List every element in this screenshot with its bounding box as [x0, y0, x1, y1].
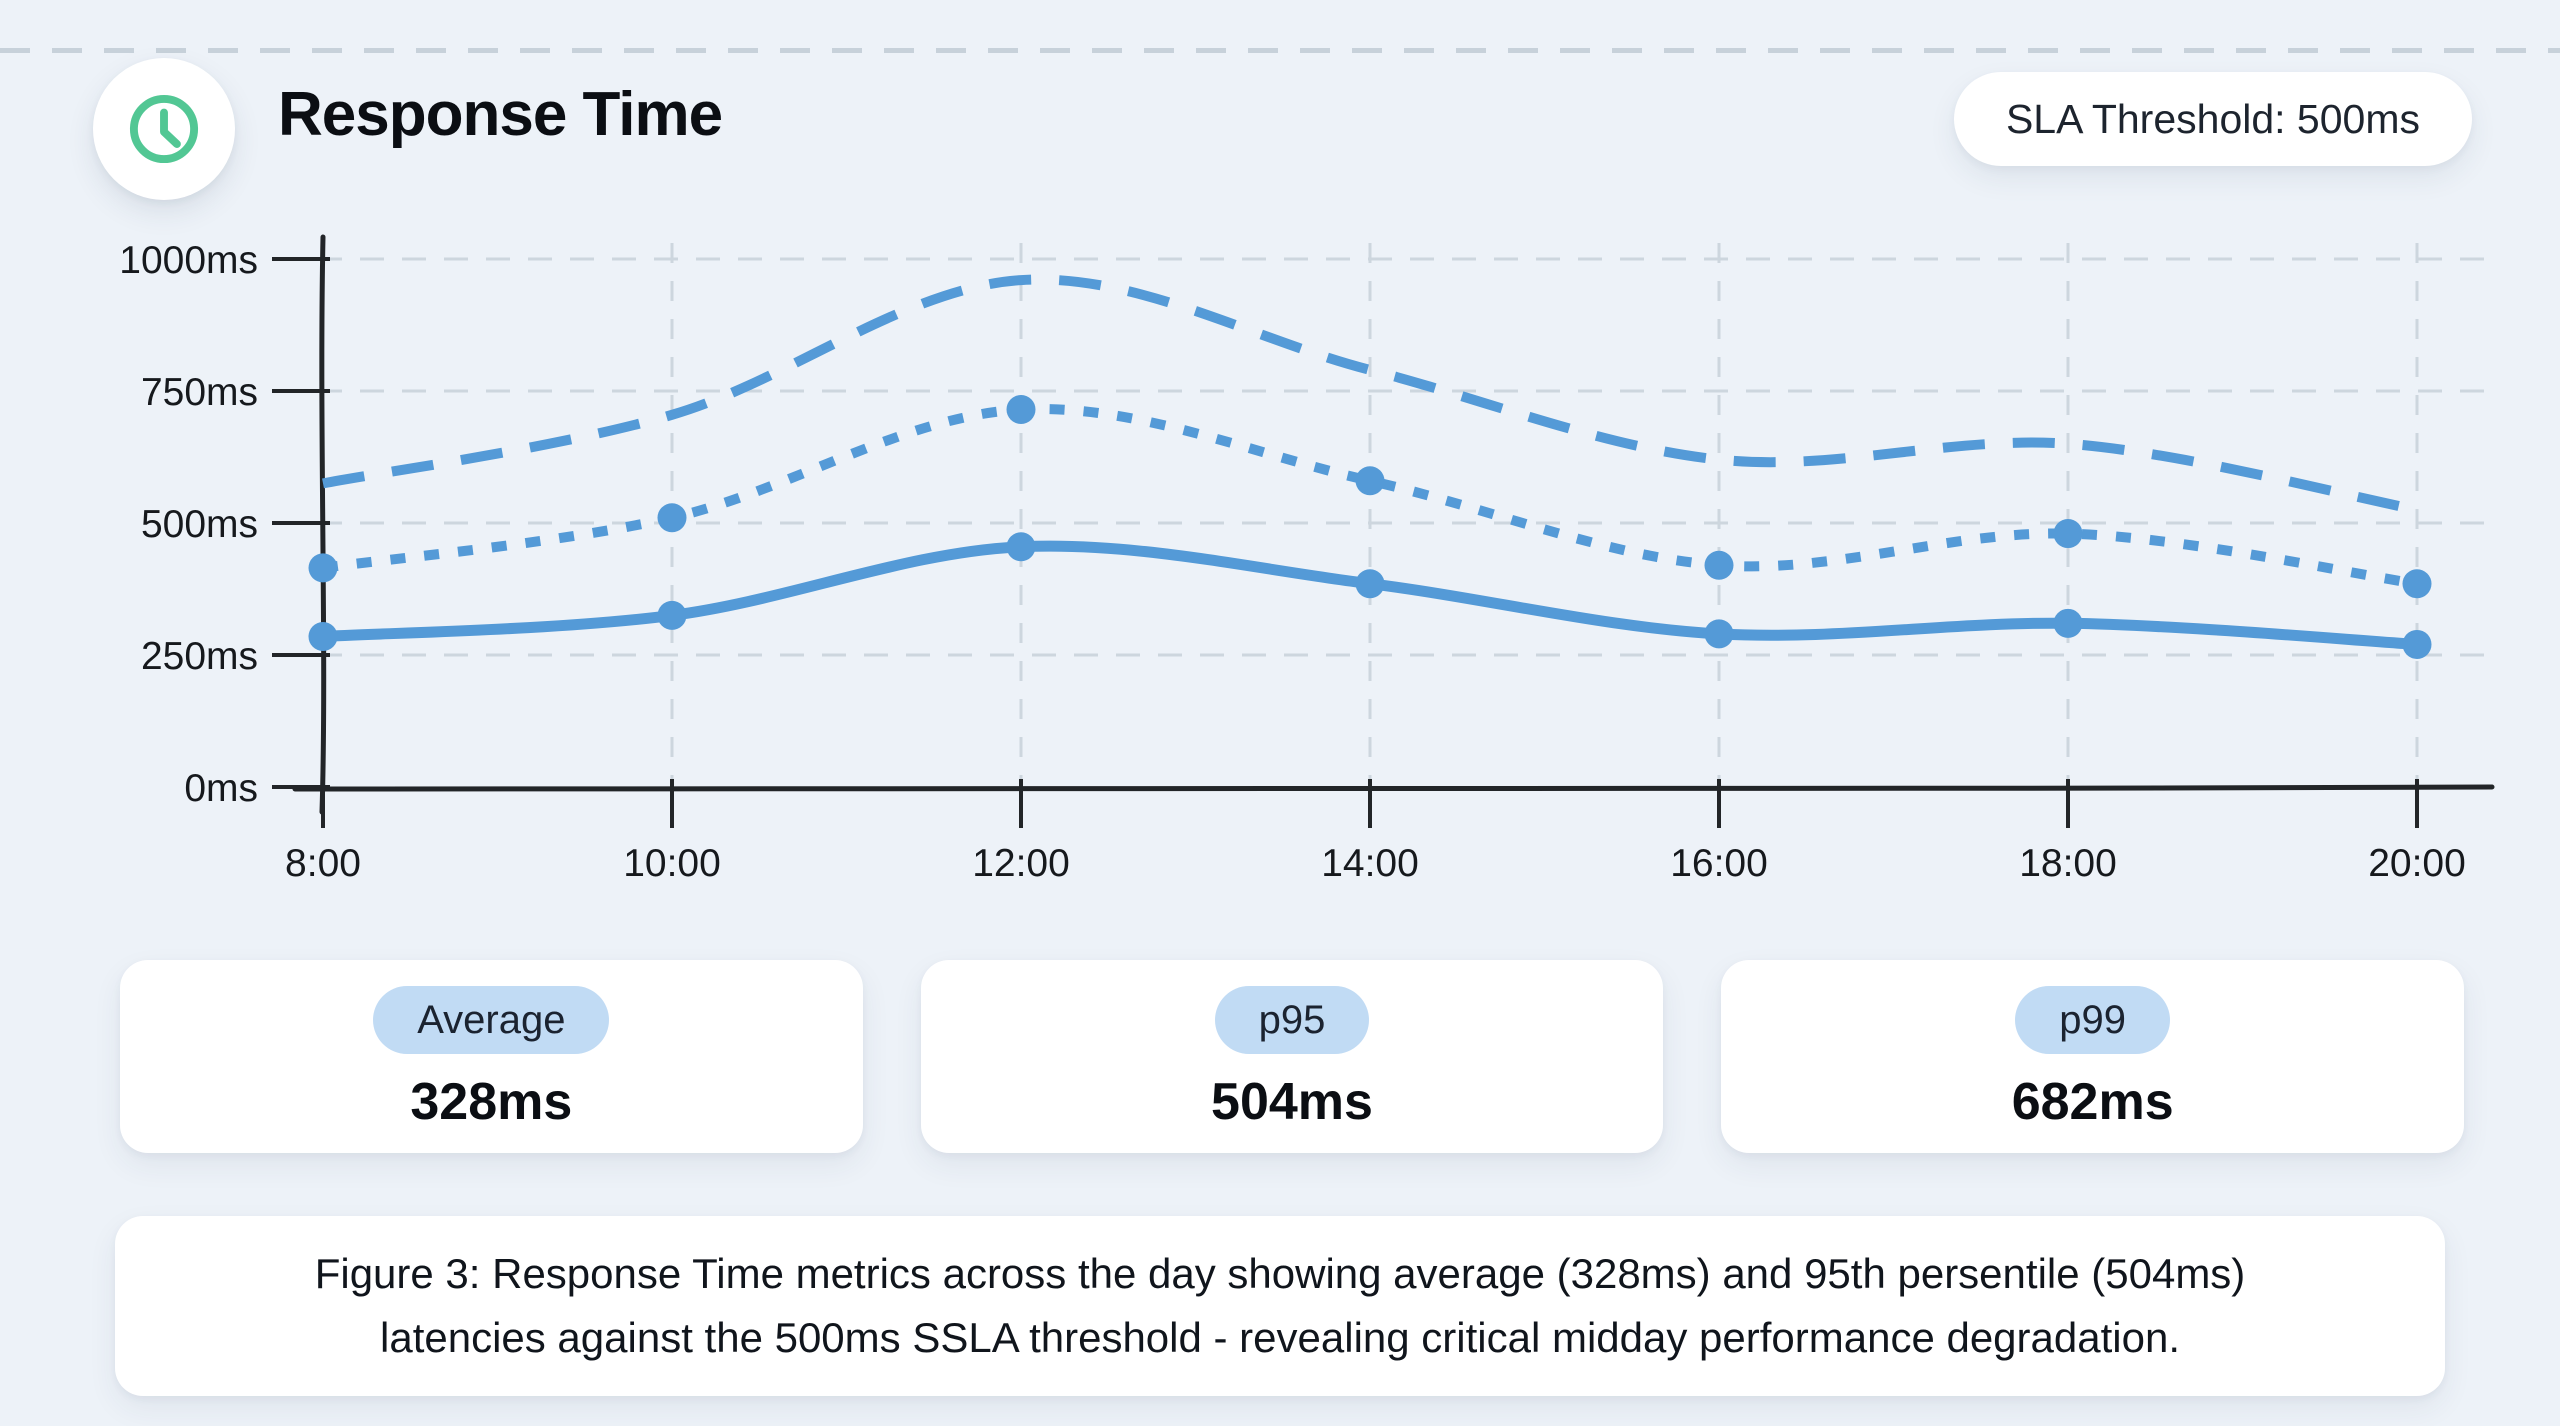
- data-point-p95: [2053, 519, 2083, 549]
- data-point-p95: [308, 553, 338, 583]
- gridlines: [318, 243, 2487, 787]
- series-average: [308, 532, 2432, 659]
- top-dashed-divider: [0, 48, 2560, 53]
- stat-value-p99: 682ms: [2011, 1072, 2174, 1131]
- stat-card-average: Average 328ms: [120, 960, 863, 1153]
- caption-line-1: Figure 3: Response Time metrics across t…: [314, 1250, 2246, 1298]
- stat-value-average: 328ms: [410, 1072, 573, 1131]
- data-point-p95: [1704, 550, 1734, 580]
- x-tick-label: 14:00: [1321, 842, 1419, 885]
- stat-card-p99: p99 682ms: [1721, 960, 2465, 1153]
- x-tick-label: 18:00: [2019, 842, 2117, 885]
- page-title: Response Time: [278, 80, 723, 149]
- clock-icon-bubble: [93, 58, 235, 200]
- data-point-average: [1355, 569, 1385, 599]
- data-point-average: [308, 622, 338, 652]
- data-point-average: [1704, 619, 1734, 649]
- stat-badge-average: Average: [373, 985, 610, 1054]
- data-point-p95: [657, 503, 687, 533]
- data-point-average: [1006, 532, 1036, 562]
- stat-badge-p95: p95: [1214, 985, 1370, 1054]
- stats-row: Average 328ms p95 504ms p99 682ms: [120, 960, 2465, 1153]
- stat-value-p95: 504ms: [1211, 1072, 1373, 1131]
- tick-labels: 0ms 250ms 500ms 750ms 1000ms 8:00 10:00 12:00 14…: [119, 239, 2466, 885]
- figure-caption-card: Figure 3: Response Time metrics across t…: [115, 1216, 2445, 1396]
- data-point-p95: [1355, 466, 1385, 496]
- sla-threshold-badge: SLA Threshold: 500ms: [1953, 72, 2472, 166]
- x-tick-label: 10:00: [623, 842, 721, 885]
- data-point-average: [2402, 629, 2432, 659]
- x-tick-label: 12:00: [972, 842, 1070, 885]
- data-point-p95: [1006, 394, 1036, 424]
- x-tick-label: 16:00: [1670, 842, 1768, 885]
- x-tick-label: 20:00: [2368, 842, 2466, 885]
- response-time-chart: 0ms 250ms 500ms 750ms 1000ms 8:00 10:00 12:00 14…: [119, 234, 2495, 885]
- data-point-p95: [2402, 569, 2432, 599]
- series-p99: [322, 274, 2418, 515]
- caption-line-2: latencies against the 500ms SSLA thresho…: [380, 1314, 2180, 1361]
- axes: [272, 234, 2495, 828]
- y-tick-label: 250ms: [141, 635, 258, 678]
- y-tick-label: 0ms: [184, 767, 258, 810]
- stat-badge-p99: p99: [2015, 985, 2171, 1054]
- y-tick-label: 500ms: [141, 503, 258, 546]
- clock-icon: [129, 94, 199, 164]
- y-tick-label: 1000ms: [119, 239, 258, 282]
- x-tick-label: 8:00: [285, 842, 361, 885]
- stat-card-p95: p95 504ms: [920, 960, 1664, 1153]
- series-p95: [308, 394, 2432, 599]
- y-tick-label: 750ms: [141, 371, 258, 414]
- data-point-average: [657, 600, 687, 630]
- data-point-average: [2053, 608, 2083, 638]
- chart-area: 0ms 250ms 500ms 750ms 1000ms 8:00 10:00 12:00 14…: [119, 234, 2495, 885]
